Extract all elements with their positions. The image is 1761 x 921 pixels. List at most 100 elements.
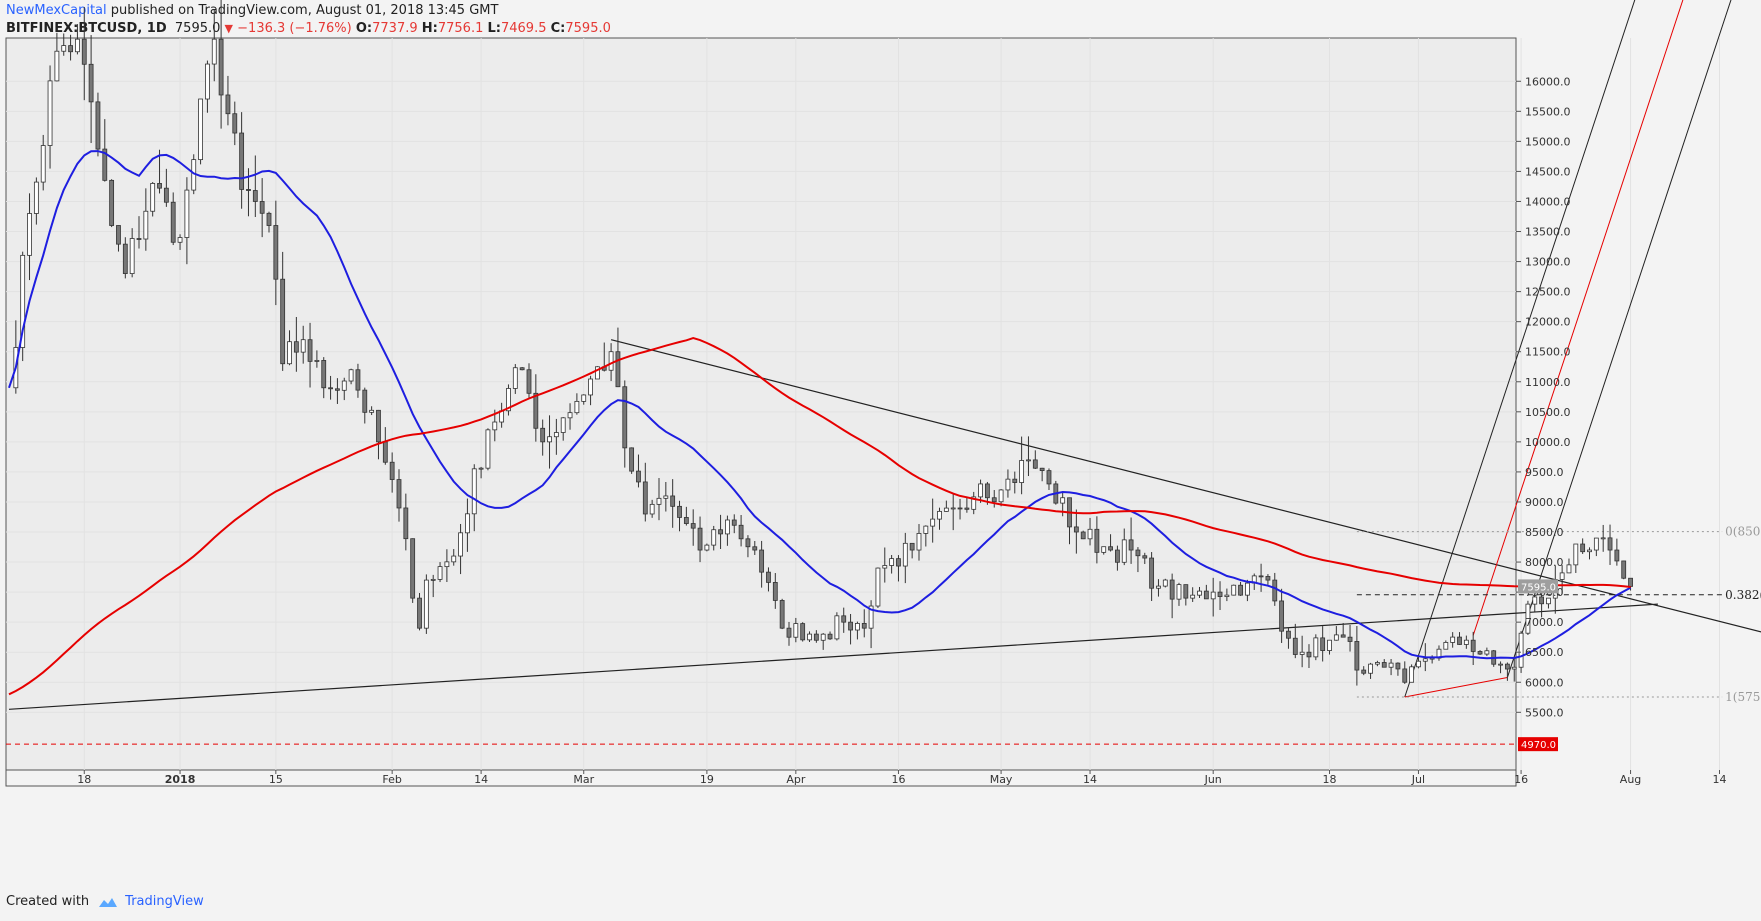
candle-body [1101, 546, 1107, 553]
candle-body [1402, 668, 1408, 683]
y-tick-label: 11000.0 [1525, 376, 1571, 389]
close-label: C: [550, 21, 566, 36]
x-tick-label: 18 [1323, 773, 1337, 786]
candle-body [1197, 590, 1202, 596]
candle-body [33, 181, 39, 214]
y-tick-label: 10000.0 [1525, 436, 1571, 449]
candle-body [1450, 636, 1456, 643]
candle-body [1593, 537, 1599, 551]
candle-body [1094, 528, 1100, 553]
candle-body [1210, 591, 1216, 600]
candle-body [1361, 669, 1367, 674]
y-tick-label: 13500.0 [1525, 226, 1571, 239]
candle-body [293, 341, 299, 353]
down-triangle-icon: ▼ [224, 22, 234, 35]
candle-body [991, 497, 997, 503]
candle-body [677, 505, 682, 518]
candle-body [184, 189, 190, 238]
candle-body [341, 380, 347, 391]
x-tick-label: 16 [1514, 773, 1528, 786]
candle-body [266, 212, 272, 226]
candle-body [20, 254, 26, 348]
candle-body [163, 187, 169, 203]
candle-body [506, 388, 511, 412]
author-link[interactable]: NewMexCapital [6, 3, 107, 18]
x-tick-label: Aug [1620, 773, 1641, 786]
candle-body [731, 519, 737, 526]
candle-body [1190, 594, 1196, 599]
candle-body [369, 409, 375, 413]
symbol-label[interactable]: BITFINEX:BTCUSD, 1D [6, 21, 167, 36]
candle-body [205, 63, 210, 100]
candle-body [766, 571, 771, 583]
candle-body [1546, 597, 1551, 605]
candle-body [1169, 579, 1175, 600]
candle-body [1395, 662, 1401, 670]
candle-body [1532, 596, 1538, 605]
x-tick-label: Feb [382, 773, 401, 786]
candle-body [328, 387, 333, 390]
candle-body [793, 623, 799, 638]
candle-body [1203, 590, 1209, 600]
candle-body [950, 507, 956, 510]
candle-body [68, 45, 73, 53]
candle-body [533, 392, 539, 429]
low-value: 7469.5 [500, 21, 547, 36]
footer: Created with TradingView [6, 890, 204, 914]
fib-level-label: 0(8506.0) [1725, 525, 1761, 539]
candle-body [157, 183, 162, 189]
plot-frame [5, 37, 1517, 771]
candle-body [745, 538, 751, 548]
candle-body [109, 179, 115, 226]
candle-body [786, 627, 792, 638]
pitchfork-median-line [1472, 0, 1684, 636]
candle-body [451, 555, 457, 563]
x-tick-label: Jul [1411, 773, 1425, 786]
candle-body [779, 600, 785, 629]
candle-body [889, 558, 895, 566]
candle-body [1573, 543, 1579, 566]
candles [13, 0, 1633, 686]
candle-body [471, 468, 477, 515]
open-value: 7737.9 [372, 21, 418, 36]
candle-body [239, 132, 245, 190]
candle-body [930, 518, 936, 527]
candle-body [150, 183, 156, 212]
tradingview-link[interactable]: TradingView [125, 894, 204, 909]
candle-body [855, 623, 860, 631]
candle-body [225, 94, 231, 115]
candle-body [1183, 584, 1189, 599]
candle-body [437, 566, 443, 580]
candle-body [1463, 639, 1469, 645]
y-tick-label: 14000.0 [1525, 195, 1571, 208]
candle-body [512, 367, 518, 389]
pitchfork-tine-line [1506, 0, 1732, 678]
support-level-badge [1518, 737, 1558, 752]
close-value: 7595.0 [565, 21, 611, 36]
trendline [8, 603, 1658, 710]
candle-body [465, 513, 470, 534]
candle-body [1320, 637, 1326, 651]
candle-body [772, 582, 778, 601]
candle-body [485, 429, 491, 469]
candle-body [882, 565, 888, 569]
candle-body [1156, 585, 1161, 589]
candle-body [1073, 526, 1079, 533]
candle-body [1327, 639, 1332, 651]
candle-body [560, 417, 566, 433]
candle-body [704, 544, 710, 551]
candle-body [595, 366, 600, 380]
candle-body [75, 38, 80, 53]
last-price: 7595.0 [174, 21, 221, 36]
candle-body [1498, 663, 1503, 666]
candle-body [1238, 584, 1243, 596]
candle-body [629, 447, 635, 472]
moving-averages [8, 150, 1632, 696]
candle-body [1032, 459, 1038, 469]
candle-body [1292, 637, 1298, 655]
candle-body [916, 533, 922, 551]
candle-body [1149, 557, 1155, 589]
candle-body [807, 633, 812, 641]
candle-body [492, 421, 498, 431]
